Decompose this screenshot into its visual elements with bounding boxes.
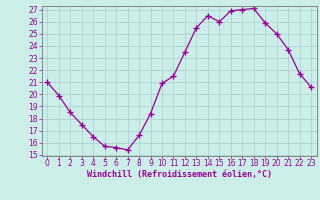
X-axis label: Windchill (Refroidissement éolien,°C): Windchill (Refroidissement éolien,°C) xyxy=(87,170,272,179)
